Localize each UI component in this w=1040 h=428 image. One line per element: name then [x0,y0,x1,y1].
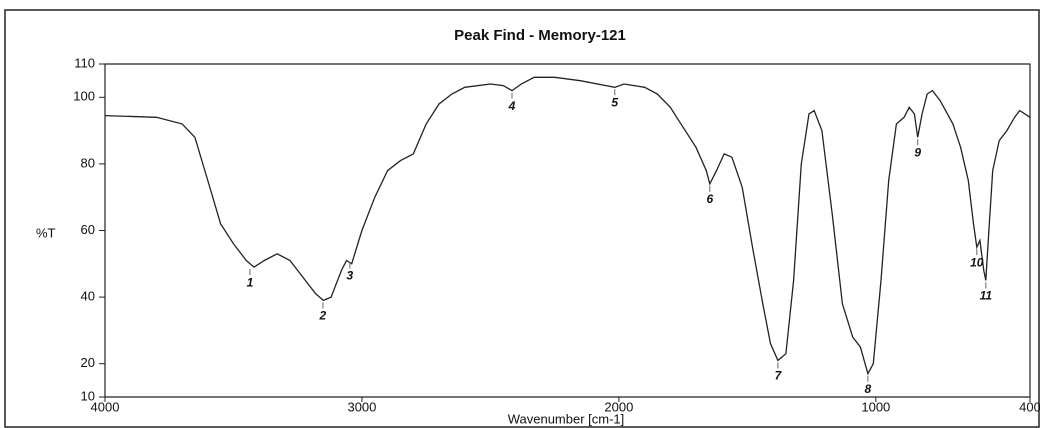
spectrum-line [104,76,1031,376]
peak-label: 1 [247,275,254,289]
peak-label: 11 [980,289,993,303]
x-tick-label: 2000 [604,399,633,414]
x-tick-label: 400 [1019,399,1040,414]
x-tick-label: 4000 [91,399,120,414]
x-tick-label: 3000 [347,399,376,414]
axes [104,63,1031,398]
peak-label: 6 [707,192,714,206]
y-tick-label: 80 [81,155,95,170]
peak-label: 4 [508,99,516,113]
peak-label: 7 [775,369,783,383]
peak-label: 5 [611,95,618,109]
peak-label: 9 [914,145,921,159]
chart-title: Peak Find - Memory-121 [454,27,626,44]
peak-label: 8 [865,382,872,396]
peak-label: 10 [970,255,984,269]
y-axis-label: %T [36,225,56,240]
y-tick-label: 110 [74,55,95,70]
peak-label: 2 [319,309,327,323]
x-axis-label: Wavenumber [cm-1] [508,411,625,426]
peak-label: 3 [347,269,354,283]
y-tick-label: 20 [81,355,95,370]
x-tick-label: 1000 [861,399,890,414]
y-tick-label: 100 [73,89,95,104]
y-tick-label: 10 [81,388,95,403]
y-tick-label: 40 [81,289,95,304]
frame [4,9,1040,428]
y-tick-label: 60 [81,222,95,237]
